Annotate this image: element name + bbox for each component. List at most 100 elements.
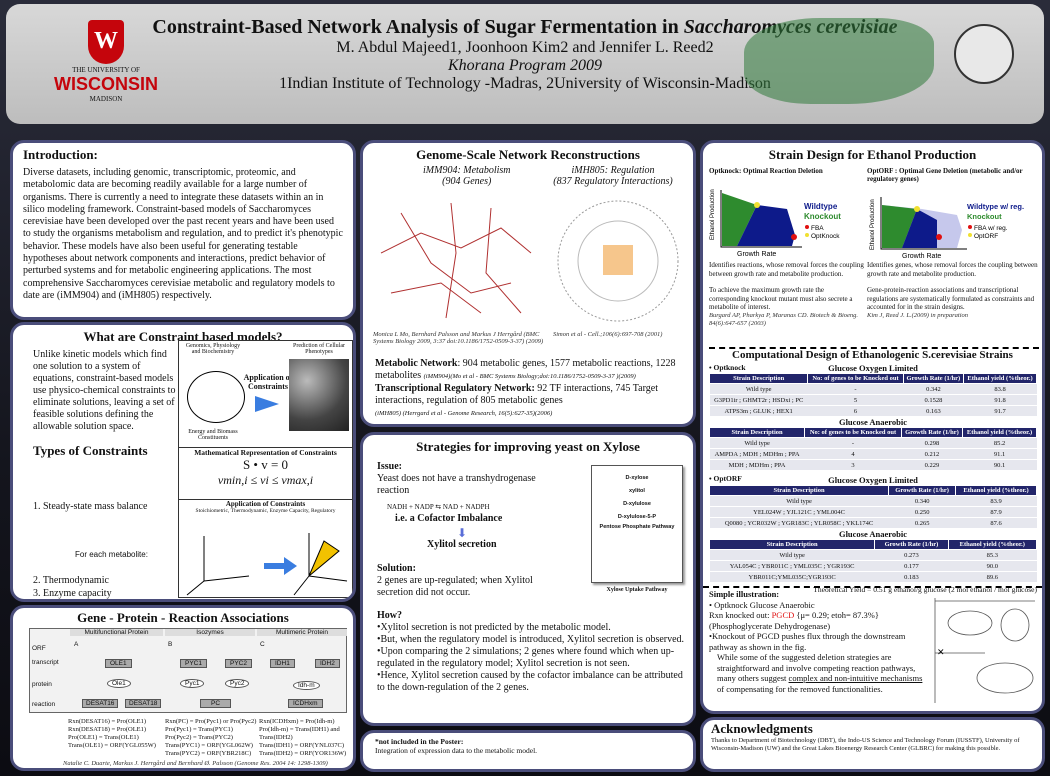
table-header: Ethanol yield (%theor.) [962,427,1037,438]
gpr-rules-a: Rxn(DESAT16) = Pro(OLE1) Rxn(DESAT18) = P… [68,718,156,749]
pathway-diagram: ✕ [934,598,1035,703]
gpr-title: Gene - Protein - Reaction Associations [77,610,289,625]
affiliations: 1Indian Institute of Technology -Madras,… [279,75,771,92]
table-row: G3PD1ir ; GHMT2r ; HSDxi ; PC 5 0.1528 91.8 [709,394,1037,406]
fig-top-label: Genomics, Physiology and Biochemistry [185,343,241,355]
divider [703,586,1042,588]
table-cell: Wild type [709,495,889,507]
table-cell: 91.8 [963,394,1037,406]
table-row: MDH ; MDHm ; PPA 3 0.229 90.1 [709,459,1037,471]
uw-logo: W THE UNIVERSITY OF WISCONSIN MADISON [46,20,166,116]
table-header: Growth Rate (1/hr) [900,427,964,438]
strain-design-panel: Strain Design for Ethanol Production Opt… [700,140,1045,714]
equation-2: vmin,i ≤ vi ≤ vmax,i [217,473,314,487]
transhydrogenase-reaction: NADH + NADP ⇆ NAD + NADPH [387,503,490,511]
gpr-figure: Multifunctional Protein Isozymes Multime… [29,628,347,713]
optknock-title: Optknock: Optimal Reaction Deletion [709,167,823,175]
table-row: Q0080 ; YCR032W ; YGR183C ; YLR058C ; YK… [709,517,1037,529]
table-cell: 3 [804,459,902,471]
gpr-row-protein: protein [32,681,52,688]
note-title: *not included in the Poster: [375,737,464,746]
table-header: Growth Rate (1/hr) [874,539,949,550]
how-label: How? [377,610,402,621]
simple-illustration: Simple illustration: • Optknock Glucose … [709,589,923,694]
optorf-label: • OptORF [709,474,742,483]
uw-crest-icon: W [88,20,124,64]
table-cell: 90.0 [948,560,1037,572]
note-panel: *not included in the Poster: Integration… [360,730,696,772]
imm904-sub: (904 Genes) [442,176,492,187]
table-cell: 85.2 [962,437,1037,449]
issue-text: Yeast does not have a transhydrogenase r… [377,473,536,496]
gpr-rules-b: Rxn(PC) = Pro(Pyc1) or Pro(Pyc2) Pro(Pyc1… [165,718,257,757]
solution-space-diagram [186,533,348,596]
ack-title: Acknowledgments [711,721,813,736]
table-optknock-ol: Strain Description No: of genes to be Kno… [708,373,1037,417]
table-cell: 0.340 [888,495,956,507]
svg-text:Knockout: Knockout [967,212,1002,221]
gpr-row-reaction: reaction [32,701,56,708]
svg-text:Wildtype: Wildtype [804,202,838,211]
gpr-rules-c: Rxn(ICDHxm) = Pro(Idh-m) Pro(Idh-m) = Tra… [259,718,347,757]
table-header: Ethanol yield (%theor.) [963,373,1037,384]
table-header: Ethanol yield (%theor.) [947,539,1038,550]
metabolic-network-image [380,202,532,319]
svg-text:OptORF: OptORF [974,233,998,240]
svg-text:FBA: FBA [811,225,824,232]
svg-text:FBA w/ reg.: FBA w/ reg. [974,225,1008,232]
table-cell: 91.7 [963,405,1037,417]
imh805-sub: (837 Regulatory Interactions) [553,176,673,187]
table-cell: Q0080 ; YCR032W ; YGR183C ; YLR058C ; YK… [709,517,889,529]
table-row: YBR011C;YML035C;YGR193C 0.183 89.6 [709,571,1037,583]
table-cell: 0.212 [901,448,963,460]
intro-text: Diverse datasets, including genomic, tra… [23,167,343,301]
types-title: Types of Constraints [33,443,148,458]
table-header: Strain Description [708,485,890,496]
table-header: Strain Description [708,373,809,384]
table-row: Wild type 0.340 83.9 [709,495,1037,507]
table-cell: - [807,383,904,395]
network-oval [187,371,245,423]
gpr-letter-c: C [260,641,265,648]
acknowledgments-panel: Acknowledgments Thanks to Department of … [700,717,1045,772]
svg-text:✕: ✕ [937,647,945,657]
gpr-letter-b: B [168,641,173,648]
gpr-node: PYC2 [225,659,252,668]
type-2: 2. Thermodynamic [33,575,109,586]
gpr-node: Ole1 [107,679,131,688]
arrow-down-icon: ⬇ [457,526,468,540]
app-sub: Stoichiometric, Thermodynamic, Enzyme Ca… [195,508,336,514]
table-cell: 83.9 [955,495,1037,507]
table-row: Wild type -0.298 85.2 [709,437,1037,449]
type-3: 3. Enzyme capacity [33,588,112,599]
svg-text:Ethanol Production: Ethanol Production [710,189,716,240]
how-item: •Hence, Xylitol secretion caused by the … [377,670,683,693]
program: Khorana Program 2009 [447,57,603,74]
optknock-label: • Optknock [709,363,746,372]
table-cell: YEL024W ; YJL121C ; YML004C [709,506,889,518]
genome-scale-panel: Genome-Scale Network Reconstructions iMM… [360,140,696,427]
intro-title: Introduction: [23,147,98,162]
table-cell: 87.9 [955,506,1037,518]
table-cell: 91.1 [962,448,1037,460]
how-item: •But, when the regulatory model is intro… [377,634,685,645]
gpr-col-multimeric: Multimeric Protein [257,629,347,636]
us-india-map [744,18,934,104]
fig-pred-label: Prediction of Cellular Phenotypes [293,343,345,355]
table-header: Growth Rate (1/hr) [888,485,957,496]
table-row: YAL054C ; YBR011C ; YML035C ; YGR193C 0.1… [709,560,1037,572]
gpr-node: PC [200,699,232,708]
optorf-plot: Ethanol Production Wildtype w/ reg. Knoc… [870,197,1024,259]
table-cell: 4 [804,448,902,460]
table-cell: 90.1 [962,459,1037,471]
table-cell: YBR011C;YML035C;YGR193C [709,571,875,583]
gpr-node: Idh-m [293,681,320,690]
table-cell: AMPDA ; MDH ; MDHm ; PPA [709,448,805,460]
gpr-node: IDH1 [270,659,295,668]
table-cell: 0.298 [901,437,963,449]
equation-1: S • v = 0 [242,457,289,472]
gpr-citation: Natalie C. Duarte, Markus J. Herrgård an… [63,760,328,767]
table-cell: 0.273 [874,549,949,561]
condition-label: Glucose Anaerobic [838,529,908,539]
iit-madras-seal [954,24,1014,84]
